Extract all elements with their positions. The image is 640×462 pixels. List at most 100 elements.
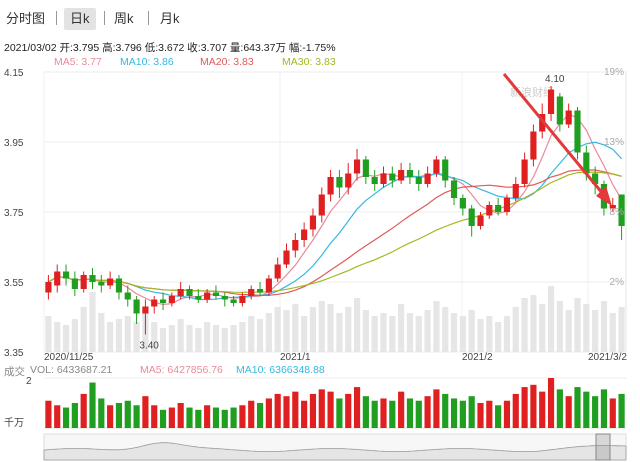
candle-body	[45, 282, 52, 293]
volume-bar	[459, 400, 466, 428]
volume-bars	[44, 377, 626, 429]
volume-shade	[309, 307, 317, 352]
tab-weekly-k[interactable]: 周k	[114, 11, 134, 26]
volume-bar	[230, 407, 237, 428]
ma5-line	[48, 113, 623, 306]
arrow-head	[596, 186, 612, 206]
volume-bar	[556, 389, 563, 428]
volume-shade	[133, 322, 140, 352]
volume-bar	[592, 396, 599, 428]
price-tick-label: 3.75	[4, 208, 24, 219]
low-annotation: 3.40	[139, 341, 159, 352]
ma20-line	[48, 169, 622, 297]
volume-shade	[256, 319, 264, 352]
tab-divider	[56, 11, 57, 25]
volume-shade	[433, 301, 440, 352]
candle-body	[442, 159, 449, 181]
volume-shade	[362, 310, 369, 352]
volume-bar	[353, 387, 361, 428]
candle-body	[177, 289, 184, 296]
volume-shade	[239, 322, 246, 352]
volume-shade	[450, 313, 458, 352]
candle-body	[98, 282, 105, 286]
tab-daily-k[interactable]: 日k	[64, 8, 96, 30]
candle-body	[398, 170, 405, 181]
volume-shade	[609, 313, 616, 352]
volume-shade	[292, 304, 299, 352]
volume-bar	[62, 407, 70, 428]
volume-shade	[565, 310, 572, 352]
volume-bar	[362, 396, 369, 428]
candle-body	[450, 180, 458, 198]
candle-body	[530, 131, 537, 160]
volume-shade	[477, 319, 484, 352]
volume-bar	[221, 409, 228, 428]
volume-bar	[159, 409, 167, 428]
volume-bar	[389, 400, 396, 428]
volume-shade	[327, 304, 334, 352]
volume-bar	[204, 405, 211, 428]
candle-body	[107, 278, 114, 286]
volume-title: 成交	[4, 366, 25, 378]
arrow-shaft	[502, 73, 610, 201]
volume-bar	[54, 405, 61, 428]
volume-shade	[389, 316, 396, 352]
candle-body	[353, 159, 361, 174]
volume-shade	[521, 298, 528, 352]
trend-arrow	[502, 73, 612, 206]
volume-bar	[530, 384, 537, 428]
candle-body	[327, 177, 334, 195]
candle-body	[477, 215, 484, 226]
overview-navigator	[43, 433, 627, 461]
candle-body	[512, 184, 519, 198]
candle-body	[565, 110, 572, 125]
candle-body	[186, 289, 193, 296]
candle-body	[151, 299, 158, 307]
volume-bar	[574, 387, 581, 428]
volume-bar	[256, 403, 264, 428]
volume-bar	[301, 400, 308, 428]
volume-shade	[89, 292, 96, 352]
percent-tick-label: 19%	[604, 67, 624, 78]
volume-bar	[177, 403, 184, 428]
price-tick-label: 3.55	[4, 278, 24, 289]
candle-body	[618, 194, 625, 226]
volume-shade	[107, 322, 114, 352]
candle-body	[345, 173, 352, 188]
tab-minute-chart[interactable]: 分时图	[6, 11, 46, 26]
volume-shade	[80, 307, 87, 352]
ohlc-info-line: 2021/03/02 开:3.795 高:3.796 低:3.672 收:3.7…	[4, 42, 336, 54]
volume-bar	[265, 398, 272, 428]
date-tick-label: 2021/2	[462, 352, 493, 363]
volume-bar	[45, 400, 52, 428]
candle-body	[159, 299, 167, 303]
volume-shade	[398, 304, 405, 352]
moving-average-lines	[48, 113, 623, 306]
volume-bar	[415, 400, 422, 428]
candle-body	[495, 205, 502, 212]
volume-bar	[398, 391, 405, 428]
price-tick-label: 4.15	[4, 68, 24, 79]
volume-shade	[336, 313, 343, 352]
volume-bar	[98, 398, 105, 428]
volume-shade	[265, 313, 272, 352]
volume-shade	[71, 319, 78, 352]
candle-body	[371, 177, 378, 184]
volume-shade	[459, 316, 466, 352]
candle-body	[124, 292, 131, 300]
candle-body	[433, 159, 440, 174]
volume-shade	[230, 325, 237, 352]
tab-divider	[104, 11, 105, 25]
date-tick-label: 2021/1	[280, 352, 311, 363]
tab-monthly-k[interactable]: 月k	[160, 11, 180, 26]
tab-divider	[148, 11, 149, 25]
ma5-legend: MA5: 3.77	[54, 56, 102, 68]
volume-bar	[609, 398, 616, 428]
candle-body	[309, 215, 317, 230]
volume-shade	[583, 304, 590, 352]
candle-body	[265, 278, 272, 293]
price-tick-label: 3.35	[4, 348, 24, 359]
volume-shade	[98, 313, 105, 352]
volume-shade	[556, 301, 563, 352]
